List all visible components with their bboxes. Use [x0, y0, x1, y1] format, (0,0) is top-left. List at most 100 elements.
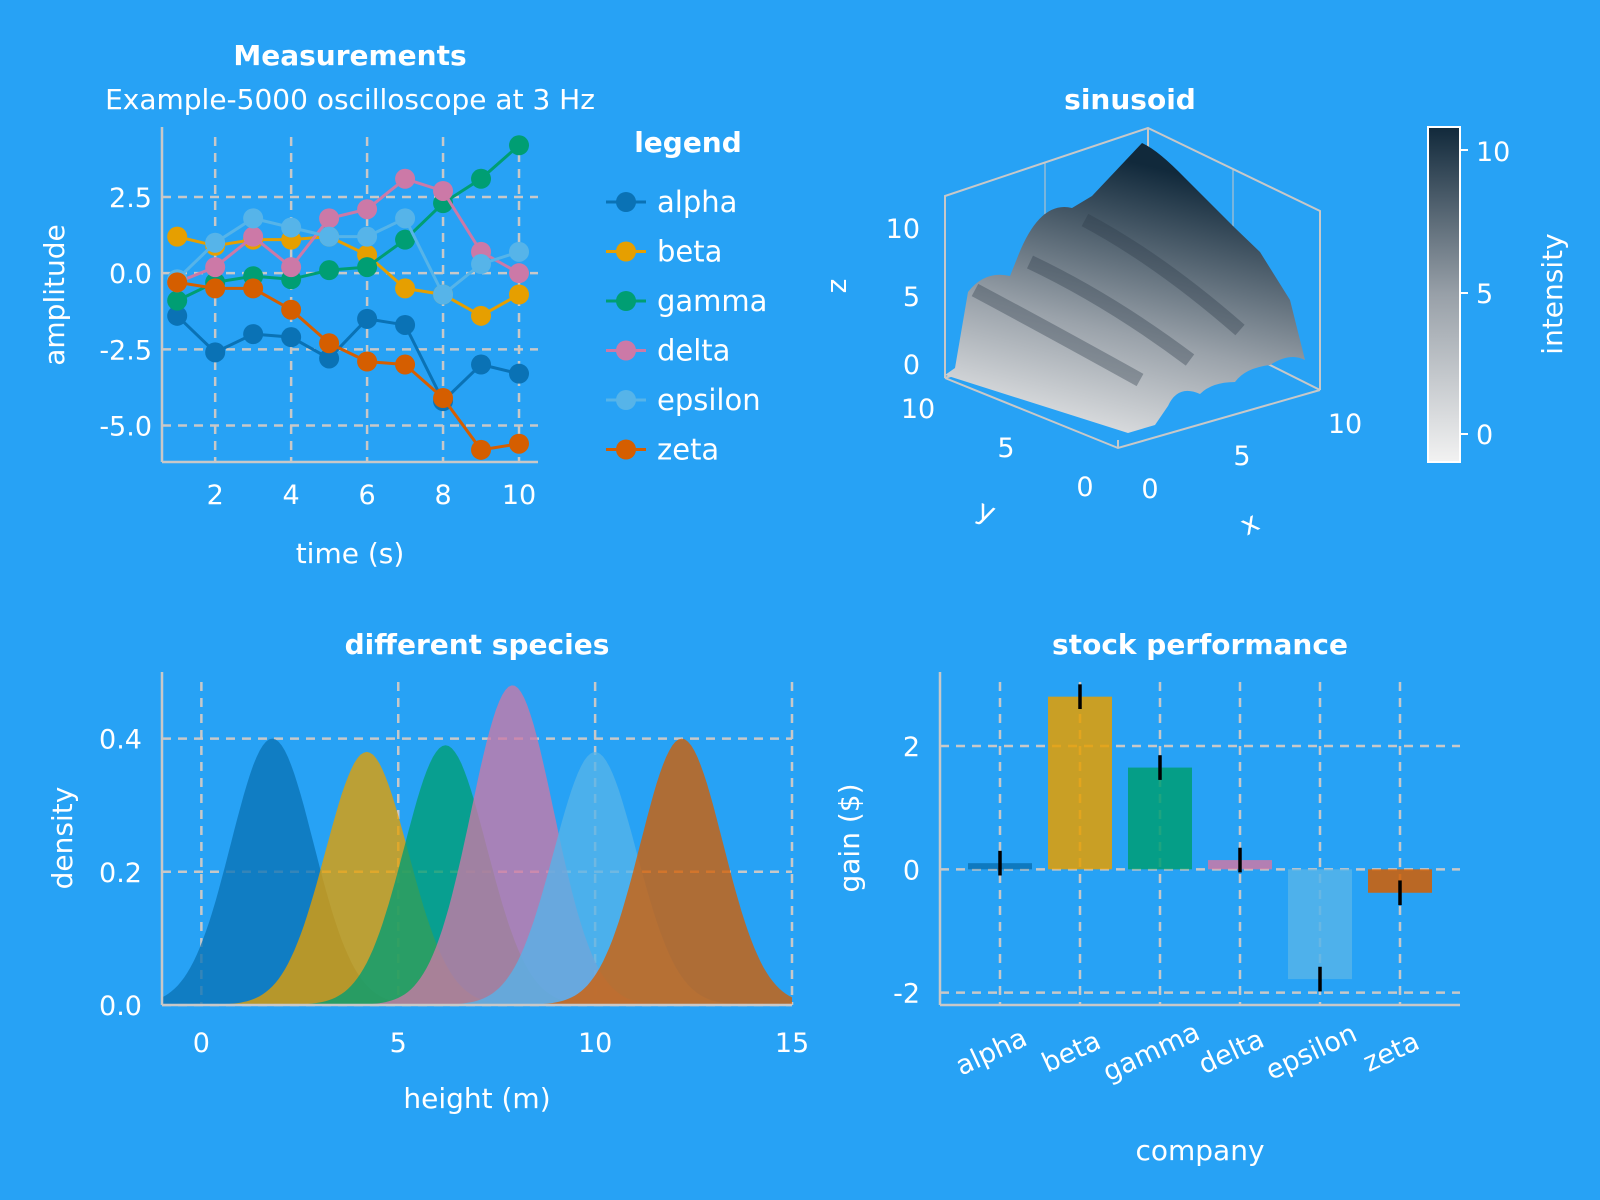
data-point-gamma — [319, 260, 340, 281]
species-x-label: height (m) — [403, 1082, 550, 1115]
colorbar-ticks — [1460, 149, 1468, 435]
legend-item-alpha: alpha — [657, 185, 737, 219]
measurements-series — [167, 135, 530, 460]
stock-panel: stock performance -2 0 2 alpha betagammadelt… — [833, 628, 1460, 1167]
legend-swatch-marker — [616, 390, 636, 410]
data-point-beta — [471, 305, 492, 326]
legend-item-epsilon: epsilon — [657, 383, 761, 417]
data-point-zeta — [319, 333, 340, 354]
y-tick-label: -2 — [893, 979, 920, 1010]
series-line-alpha — [176, 314, 520, 404]
data-point-gamma — [471, 168, 492, 189]
series-line-gamma — [176, 144, 521, 302]
x-tick-label: 0 — [193, 1028, 210, 1059]
x-tick-label: delta — [1194, 1024, 1269, 1081]
data-point-alpha — [395, 314, 416, 335]
data-point-alpha — [471, 354, 492, 375]
x-tick-label: 4 — [283, 480, 300, 511]
measurements-panel: Measurements Example-5000 oscilloscope a… — [38, 39, 767, 570]
data-point-beta — [167, 226, 188, 247]
data-point-delta — [509, 263, 530, 284]
stock-axes — [938, 672, 1460, 1007]
species-panel: different species 0 5 10 15 0.0 0.2 0.4 height… — [46, 628, 809, 1115]
data-point-delta — [357, 199, 378, 220]
series-line-beta — [176, 235, 520, 318]
colorbar — [1427, 126, 1461, 463]
density-area-6 — [162, 738, 792, 1005]
data-point-beta — [395, 278, 416, 299]
data-point-gamma — [357, 257, 378, 278]
y-tick-label: 0.4 — [99, 725, 142, 756]
data-point-alpha — [281, 327, 302, 348]
x-axis-label: x — [1234, 505, 1264, 542]
surface-box-front — [944, 377, 1321, 450]
density-area-4 — [162, 685, 792, 1005]
x-tick-label: 8 — [434, 480, 451, 511]
measurements-legend: alpha beta gamma delta epsilon zeta — [606, 185, 767, 467]
bar-gamma — [1128, 767, 1192, 870]
y-tick-label: 2 — [903, 732, 920, 763]
species-axes — [160, 672, 792, 1007]
data-point-zeta — [471, 439, 492, 460]
legend-swatch-marker — [616, 439, 636, 460]
data-point-epsilon — [319, 226, 340, 247]
series-line-zeta — [176, 280, 520, 452]
x-tick-label: 0 — [1141, 474, 1158, 505]
species-y-label: density — [46, 787, 79, 890]
x-tick-label: 10 — [502, 480, 536, 511]
x-tick-label: 15 — [775, 1028, 809, 1059]
x-tick-label: zeta — [1359, 1026, 1425, 1079]
data-point-beta — [509, 284, 530, 305]
legend-item-delta: delta — [657, 334, 730, 368]
legend-title: legend — [634, 126, 742, 159]
stock-bars — [968, 684, 1432, 992]
colorbar-label: intensity — [1536, 233, 1569, 354]
sinusoid-panel: sinusoid 0 5 10 z 0 5 10 y 0 5 10 x — [820, 83, 1569, 542]
legend-swatch-marker — [616, 291, 636, 311]
data-point-alpha — [357, 308, 378, 329]
colorbar-tick-label: 0 — [1476, 420, 1493, 451]
x-tick-label: alpha — [951, 1022, 1032, 1082]
y-tick-label: 0 — [1076, 472, 1093, 503]
measurements-y-label: amplitude — [38, 224, 71, 366]
y-tick-label: -2.5 — [99, 335, 152, 366]
series-line-delta — [176, 177, 520, 284]
legend-item-gamma: gamma — [657, 284, 767, 318]
data-point-epsilon — [281, 217, 302, 238]
data-point-zeta — [433, 388, 454, 409]
y-tick-label: -5.0 — [99, 411, 152, 442]
measurements-tick-labels: 2 4 6 8 10 -5.0 -2.5 0.0 2.5 — [99, 183, 536, 511]
species-title: different species — [345, 628, 610, 661]
x-tick-label: beta — [1037, 1025, 1105, 1079]
colorbar-tick-label: 10 — [1476, 137, 1510, 168]
legend-item-zeta: zeta — [657, 433, 719, 467]
data-point-epsilon — [205, 232, 226, 253]
y-tick-label: 0.0 — [109, 259, 152, 290]
stock-y-label: gain ($) — [833, 783, 866, 892]
x-tick-label: epsilon — [1261, 1018, 1362, 1087]
data-point-alpha — [319, 348, 340, 369]
data-point-delta — [395, 168, 416, 189]
data-point-zeta — [167, 272, 188, 293]
y-tick-label: 10 — [901, 394, 935, 425]
data-point-epsilon — [357, 226, 378, 247]
stock-grid — [940, 682, 1460, 1005]
legend-swatch-marker — [616, 241, 636, 262]
bar-beta — [1048, 696, 1112, 870]
x-tick-label: 2 — [207, 480, 224, 511]
data-point-zeta — [395, 354, 416, 375]
y-tick-label: 2.5 — [109, 183, 152, 214]
x-tick-label: 10 — [578, 1028, 612, 1059]
measurements-subtitle: Example-5000 oscilloscope at 3 Hz — [105, 83, 595, 116]
data-point-alpha — [243, 324, 264, 345]
density-area-2 — [162, 751, 792, 1005]
y-tick-label: 0.2 — [99, 858, 142, 889]
data-point-zeta — [205, 278, 226, 299]
x-tick-label: 6 — [358, 480, 375, 511]
data-point-zeta — [243, 278, 264, 299]
y-tick-label: 5 — [997, 433, 1014, 464]
legend-swatch-marker — [616, 340, 636, 361]
data-point-zeta — [509, 433, 530, 454]
data-point-delta — [205, 257, 226, 278]
data-point-zeta — [281, 299, 302, 320]
